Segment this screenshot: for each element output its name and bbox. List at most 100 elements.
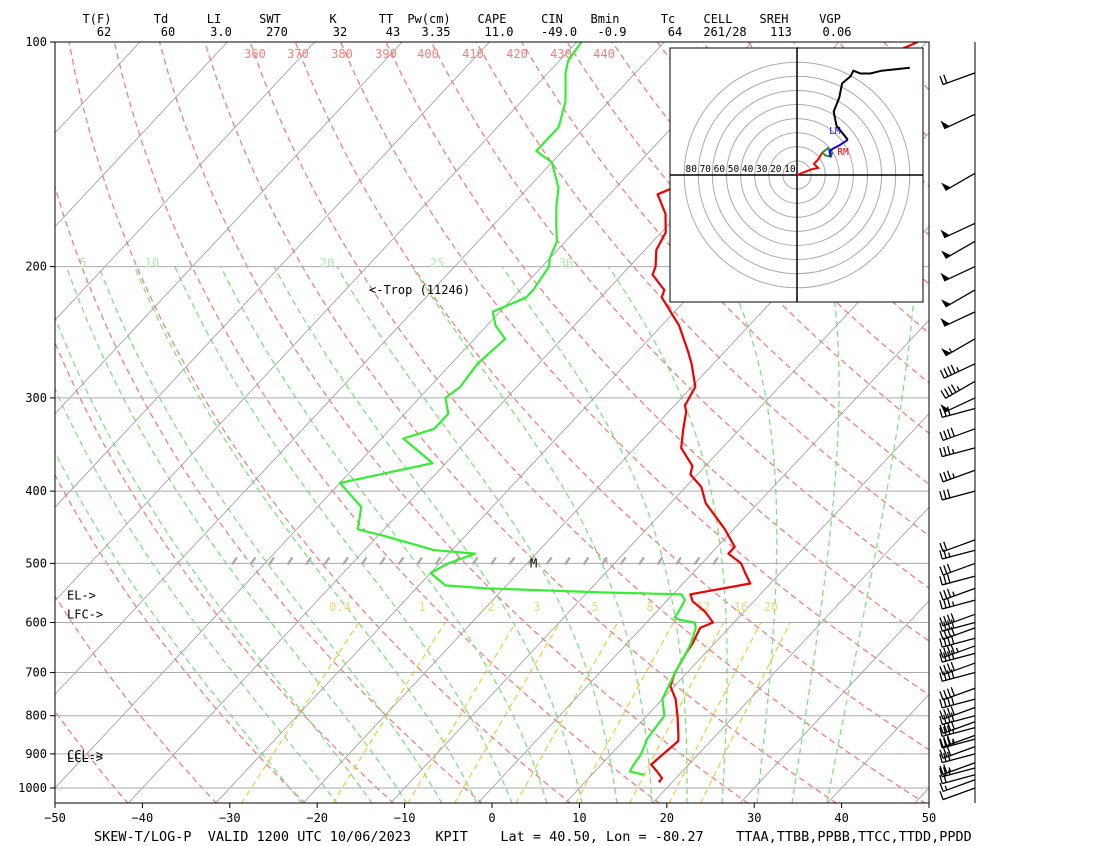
dry-adiabat-label: 360 [244, 47, 266, 61]
x-tick-label: 50 [922, 811, 936, 825]
isotherm-line [1002, 42, 1100, 804]
header-value: 11.0 [485, 25, 514, 39]
wind-barb [939, 787, 976, 801]
x-tick-label: 10 [572, 811, 586, 825]
hodograph-ring-label: 20 [770, 164, 782, 175]
wind-barb [941, 338, 976, 357]
isotherm-line [55, 42, 141, 134]
wind-barb [939, 766, 976, 778]
el-hatch-mark [712, 556, 719, 566]
mpoint-label: M [530, 556, 537, 570]
moist-adiabat-line [501, 266, 688, 803]
dry-adiabat-line [974, 42, 1100, 804]
mixing-ratio-line [332, 622, 446, 803]
el-hatch-mark [342, 556, 349, 566]
header-value: 3.35 [422, 25, 451, 39]
hodograph-inset: 80 70 60 50 40 30 20 10 LM RM [669, 47, 924, 303]
moist-adiabat-line [65, 266, 408, 803]
mixing-ratio-line [515, 622, 619, 803]
wind-barb [939, 445, 976, 458]
el-hatch-mark [675, 556, 682, 566]
x-tick-label: 30 [747, 811, 761, 825]
x-tick-label: −10 [394, 811, 416, 825]
mixing-ratio-line [668, 622, 762, 803]
mixing-ratio-line [453, 622, 561, 803]
moist-adiabat-line [826, 266, 917, 803]
isotherm-line [55, 42, 753, 789]
isotherm-line [55, 42, 316, 321]
wind-barb [939, 539, 976, 553]
wind-barb [939, 635, 976, 648]
dry-adiabat-line [928, 42, 929, 43]
mixing-ratio-label: 1 [418, 600, 425, 614]
isotherm-line [390, 225, 929, 803]
y-tick-label: 900 [25, 747, 47, 761]
ccl-label: CCL-> [67, 748, 103, 762]
el-hatch-mark [508, 556, 516, 566]
dry-adiabat-line [1065, 42, 1100, 804]
el-hatch-mark [305, 556, 312, 566]
isotherm-line [55, 42, 403, 415]
y-tick-label: 800 [25, 709, 47, 723]
wind-barb [940, 113, 976, 130]
mixing-ratio-lines [241, 622, 791, 803]
isotherm-line [55, 42, 665, 696]
y-tick-label: 200 [25, 260, 47, 274]
el-hatch-mark [527, 556, 534, 566]
moist-adiabat-line [55, 387, 338, 803]
moist-adiabat-label: 30 [559, 256, 573, 270]
header-label: Td [154, 12, 168, 26]
moist-adiabat-label: 5 [79, 256, 86, 270]
el-hatch-mark [582, 556, 590, 566]
moist-adiabat-line [273, 266, 583, 803]
wind-barb [939, 695, 976, 709]
dry-adiabat-line [55, 594, 218, 803]
el-hatch-mark [268, 556, 275, 566]
wind-barb [939, 549, 976, 560]
dry-adiabat-label: 370 [287, 47, 309, 61]
dry-adiabat-label: 420 [506, 47, 528, 61]
mixing-ratio-label: 8 [646, 600, 653, 614]
header-value: 32 [333, 25, 347, 39]
moist-adiabat-line [791, 266, 840, 803]
header-value: 62 [97, 25, 111, 39]
wind-barb [939, 613, 976, 627]
dry-adiabat-line [113, 42, 661, 803]
moist-adiabat-line [133, 266, 478, 803]
x-tick-label: 20 [660, 811, 674, 825]
dry-adiabat-line [294, 42, 929, 751]
el-hatch-mark [693, 556, 701, 566]
el-hatch-mark [564, 556, 571, 566]
hodograph-trace-upper [828, 138, 849, 157]
wind-barbs [939, 42, 976, 803]
wind-barb [939, 562, 976, 576]
dry-adiabats [55, 42, 1100, 804]
wind-barb [939, 489, 976, 501]
el-hatch-mark [434, 556, 442, 566]
wind-barb [939, 669, 976, 682]
y-tick-label: 700 [25, 665, 47, 679]
x-tick-label: −50 [44, 811, 66, 825]
el-hatch-mark [638, 556, 645, 566]
isotherm-line [739, 600, 929, 803]
dry-adiabat-label: 410 [462, 47, 484, 61]
header-label: CIN [541, 12, 563, 26]
isotherm-line [564, 413, 929, 803]
header-label: VGP [819, 12, 841, 26]
dry-adiabat-line [204, 42, 838, 803]
header-label: SREH [760, 12, 789, 26]
dry-adiabat-label: 380 [331, 47, 353, 61]
x-tick-label: 40 [834, 811, 848, 825]
header-value: 60 [161, 25, 175, 39]
y-tick-label: 400 [25, 484, 47, 498]
el-hatch-mark [397, 556, 405, 566]
isotherm-line [55, 42, 228, 228]
x-tick-label: −40 [132, 811, 154, 825]
hodograph-trace-mid [821, 146, 834, 158]
moist-adiabat-line [723, 266, 778, 803]
wind-barb [941, 289, 976, 308]
sounding-traces [338, 42, 919, 784]
isotherm-line [914, 787, 929, 803]
wind-barb [939, 661, 976, 676]
